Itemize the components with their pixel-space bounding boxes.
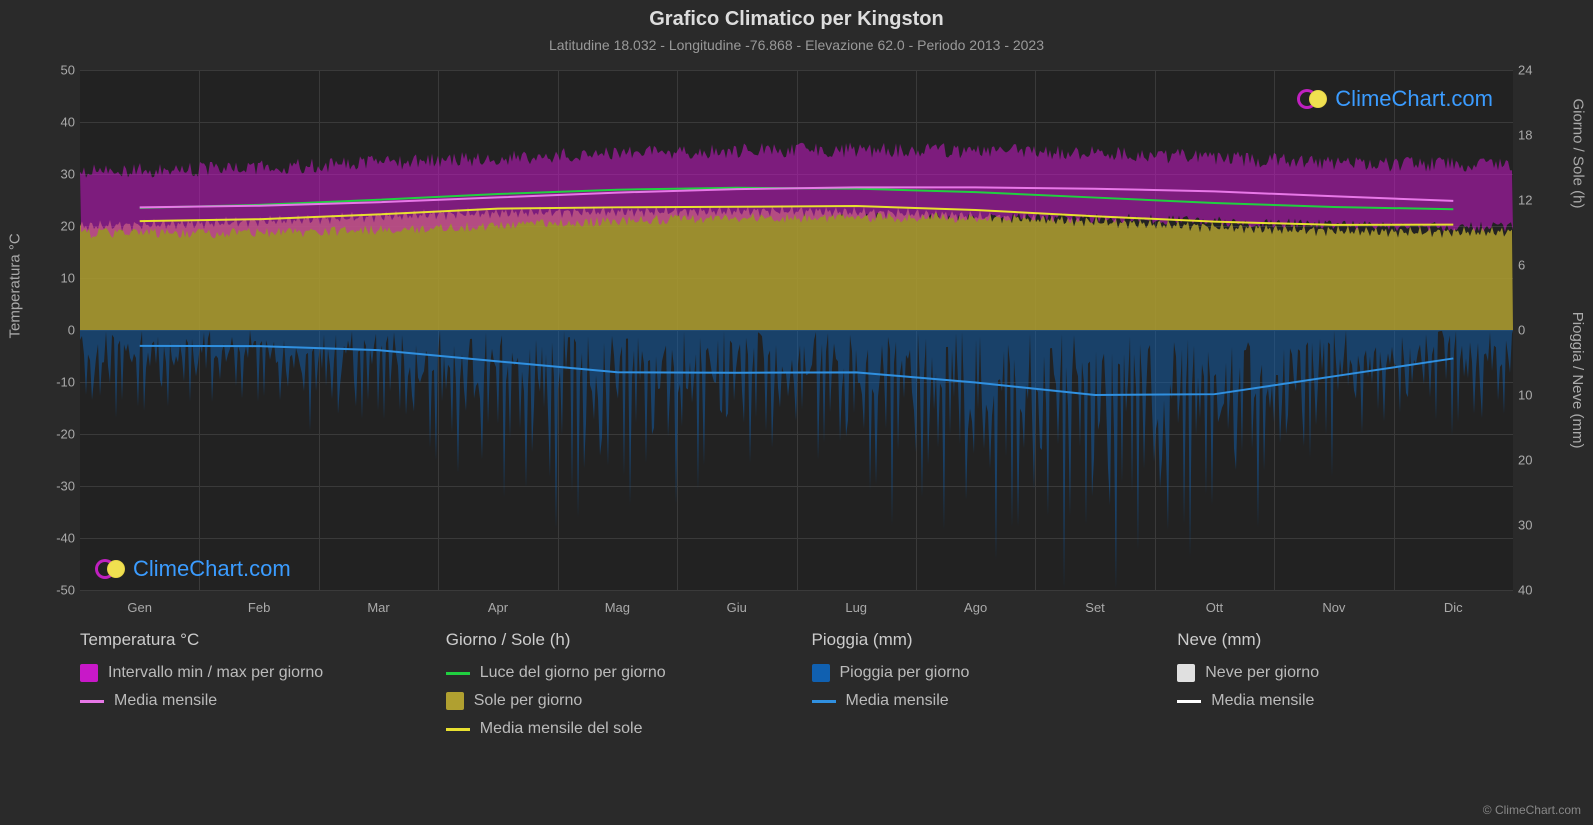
y-left-tick-label: -30 — [35, 479, 75, 494]
legend-line-icon — [1177, 700, 1201, 703]
legend-column: Pioggia (mm) Pioggia per giorno Media mens… — [812, 630, 1148, 748]
legend-line-icon — [446, 728, 470, 731]
y-left-tick-label: 50 — [35, 63, 75, 78]
x-tick-label: Giu — [727, 600, 747, 615]
legend-column: Neve (mm) Neve per giorno Media mensile — [1177, 630, 1513, 748]
y-left-tick-label: -20 — [35, 427, 75, 442]
y-right-tick-label: 40 — [1518, 583, 1558, 598]
x-tick-label: Ago — [964, 600, 987, 615]
x-tick-label: Lug — [845, 600, 867, 615]
chart-title: Grafico Climatico per Kingston — [0, 0, 1593, 31]
watermark-top: ClimeChart.com — [1297, 85, 1493, 113]
y-left-tick-label: -40 — [35, 531, 75, 546]
grid-line-vertical — [1394, 70, 1395, 590]
y-right-tick-label: 30 — [1518, 518, 1558, 533]
legend-item: Media mensile del sole — [446, 720, 782, 738]
legend-label: Media mensile del sole — [480, 720, 643, 738]
legend-swatch-icon — [812, 664, 830, 682]
y-right-tick-label: 20 — [1518, 453, 1558, 468]
legend-line-icon — [812, 700, 836, 703]
watermark-text: ClimeChart.com — [1335, 86, 1493, 112]
x-tick-label: Mag — [605, 600, 630, 615]
legend-line-icon — [80, 700, 104, 703]
y-left-axis-title: Temperatura °C — [7, 233, 24, 338]
watermark-text: ClimeChart.com — [133, 556, 291, 582]
x-tick-label: Apr — [488, 600, 508, 615]
legend-label: Intervallo min / max per giorno — [108, 664, 323, 682]
y-right-tick-label: 0 — [1518, 323, 1558, 338]
legend-item: Neve per giorno — [1177, 664, 1513, 682]
legend-header: Pioggia (mm) — [812, 630, 1148, 650]
x-tick-label: Gen — [127, 600, 152, 615]
legend-column: Giorno / Sole (h) Luce del giorno per gio… — [446, 630, 782, 748]
legend-header: Temperatura °C — [80, 630, 416, 650]
legend-header: Giorno / Sole (h) — [446, 630, 782, 650]
y-left-tick-label: 40 — [35, 115, 75, 130]
y-left-tick-label: -10 — [35, 375, 75, 390]
legend-label: Sole per giorno — [474, 692, 583, 710]
x-tick-label: Dic — [1444, 600, 1463, 615]
grid-line-vertical — [677, 70, 678, 590]
legend-item: Media mensile — [812, 692, 1148, 710]
legend-item: Pioggia per giorno — [812, 664, 1148, 682]
legend-line-icon — [446, 672, 470, 675]
legend-label: Neve per giorno — [1205, 664, 1319, 682]
legend-column: Temperatura °C Intervallo min / max per g… — [80, 630, 416, 748]
y-right-tick-label: 6 — [1518, 258, 1558, 273]
legend-label: Media mensile — [846, 692, 949, 710]
legend-item: Luce del giorno per giorno — [446, 664, 782, 682]
legend-swatch-icon — [446, 692, 464, 710]
y-right-axis-title-top: Giorno / Sole (h) — [1570, 98, 1587, 208]
x-tick-label: Ott — [1206, 600, 1223, 615]
x-tick-label: Feb — [248, 600, 270, 615]
plot-background: -50-40-30-20-100102030405006121824102030… — [80, 70, 1513, 590]
grid-line-vertical — [1035, 70, 1036, 590]
chart-plot-area: -50-40-30-20-100102030405006121824102030… — [80, 70, 1513, 590]
legend-item: Intervallo min / max per giorno — [80, 664, 416, 682]
x-tick-label: Mar — [367, 600, 389, 615]
legend-item: Media mensile — [80, 692, 416, 710]
y-right-axis-title-bottom: Pioggia / Neve (mm) — [1570, 312, 1587, 449]
grid-line-vertical — [558, 70, 559, 590]
grid-line-vertical — [319, 70, 320, 590]
y-right-tick-label: 12 — [1518, 193, 1558, 208]
y-right-tick-label: 10 — [1518, 388, 1558, 403]
legend-header: Neve (mm) — [1177, 630, 1513, 650]
logo-icon — [95, 555, 127, 583]
grid-line-vertical — [438, 70, 439, 590]
x-tick-label: Set — [1085, 600, 1105, 615]
y-left-tick-label: -50 — [35, 583, 75, 598]
y-right-tick-label: 24 — [1518, 63, 1558, 78]
legend-label: Media mensile — [1211, 692, 1314, 710]
legend-item: Sole per giorno — [446, 692, 782, 710]
grid-line-vertical — [199, 70, 200, 590]
grid-line-vertical — [1274, 70, 1275, 590]
legend-swatch-icon — [1177, 664, 1195, 682]
y-left-tick-label: 20 — [35, 219, 75, 234]
y-left-tick-label: 10 — [35, 271, 75, 286]
legend-swatch-icon — [80, 664, 98, 682]
watermark-bottom: ClimeChart.com — [95, 555, 291, 583]
copyright-text: © ClimeChart.com — [1483, 803, 1581, 817]
y-right-tick-label: 18 — [1518, 128, 1558, 143]
legend: Temperatura °C Intervallo min / max per g… — [80, 630, 1513, 748]
grid-line-vertical — [916, 70, 917, 590]
legend-label: Media mensile — [114, 692, 217, 710]
grid-line-horizontal — [80, 590, 1513, 591]
legend-label: Luce del giorno per giorno — [480, 664, 666, 682]
y-left-tick-label: 30 — [35, 167, 75, 182]
x-tick-label: Nov — [1322, 600, 1345, 615]
legend-label: Pioggia per giorno — [840, 664, 970, 682]
logo-icon — [1297, 85, 1329, 113]
legend-item: Media mensile — [1177, 692, 1513, 710]
grid-line-vertical — [1155, 70, 1156, 590]
grid-line-vertical — [797, 70, 798, 590]
chart-subtitle: Latitudine 18.032 - Longitudine -76.868 … — [0, 31, 1593, 53]
y-left-tick-label: 0 — [35, 323, 75, 338]
